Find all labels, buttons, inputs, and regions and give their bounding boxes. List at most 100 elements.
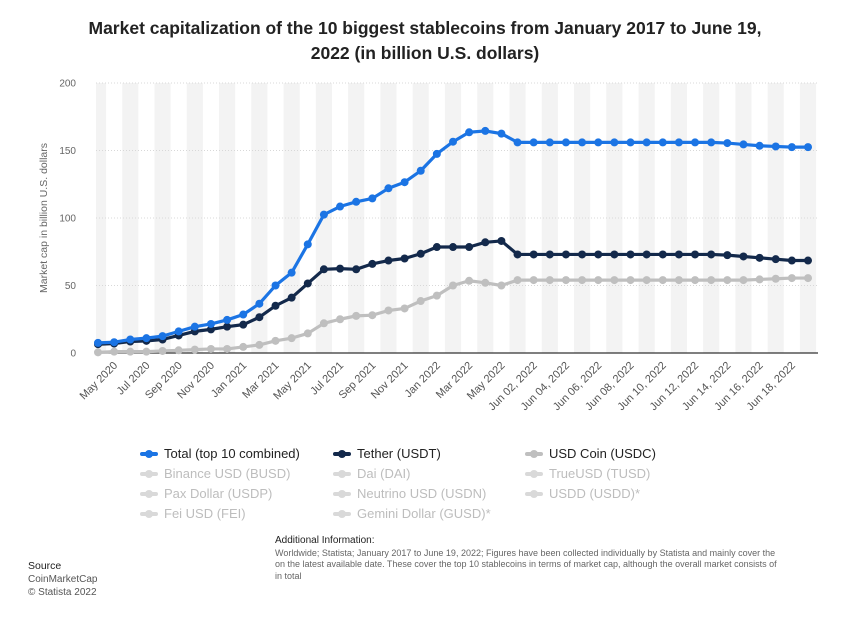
data-point[interactable] — [642, 276, 651, 285]
data-point[interactable] — [126, 347, 135, 356]
data-point[interactable] — [465, 276, 474, 285]
data-point[interactable] — [658, 250, 667, 259]
data-point[interactable] — [545, 138, 554, 147]
data-point[interactable] — [384, 306, 393, 315]
data-point[interactable] — [674, 138, 683, 147]
data-point[interactable] — [658, 276, 667, 285]
source-name[interactable]: CoinMarketCap — [28, 574, 98, 585]
data-point[interactable] — [529, 250, 538, 259]
data-point[interactable] — [319, 210, 328, 219]
data-point[interactable] — [432, 291, 441, 300]
data-point[interactable] — [319, 265, 328, 274]
data-point[interactable] — [174, 327, 183, 336]
data-point[interactable] — [142, 347, 151, 356]
data-point[interactable] — [287, 268, 296, 277]
data-point[interactable] — [513, 138, 522, 147]
data-point[interactable] — [206, 319, 215, 328]
data-point[interactable] — [174, 346, 183, 355]
data-point[interactable] — [352, 197, 361, 206]
data-point[interactable] — [400, 178, 409, 187]
data-point[interactable] — [610, 250, 619, 259]
data-point[interactable] — [416, 297, 425, 306]
data-point[interactable] — [804, 274, 812, 283]
data-point[interactable] — [787, 274, 796, 283]
data-point[interactable] — [755, 253, 764, 262]
data-point[interactable] — [190, 322, 199, 331]
data-point[interactable] — [384, 184, 393, 193]
data-point[interactable] — [368, 194, 377, 203]
data-point[interactable] — [319, 319, 328, 328]
data-point[interactable] — [545, 276, 554, 285]
data-point[interactable] — [497, 281, 506, 290]
data-point[interactable] — [239, 342, 248, 351]
data-point[interactable] — [561, 138, 570, 147]
data-point[interactable] — [449, 137, 457, 146]
data-point[interactable] — [110, 347, 119, 356]
data-point[interactable] — [271, 336, 280, 345]
data-point[interactable] — [352, 311, 361, 320]
data-point[interactable] — [497, 236, 506, 245]
data-point[interactable] — [287, 293, 296, 302]
data-point[interactable] — [400, 254, 409, 263]
data-point[interactable] — [723, 251, 732, 260]
data-point[interactable] — [561, 276, 570, 285]
data-point[interactable] — [142, 334, 151, 343]
data-point[interactable] — [465, 243, 474, 252]
data-point[interactable] — [384, 256, 393, 265]
data-point[interactable] — [755, 141, 764, 150]
data-point[interactable] — [771, 274, 780, 283]
data-point[interactable] — [723, 276, 732, 285]
data-point[interactable] — [400, 304, 409, 313]
data-point[interactable] — [94, 348, 102, 357]
data-point[interactable] — [610, 138, 619, 147]
data-point[interactable] — [578, 276, 587, 285]
data-point[interactable] — [545, 250, 554, 259]
data-point[interactable] — [658, 138, 667, 147]
data-point[interactable] — [126, 335, 135, 344]
data-point[interactable] — [239, 310, 248, 319]
data-point[interactable] — [642, 138, 651, 147]
data-point[interactable] — [674, 250, 683, 259]
data-point[interactable] — [287, 334, 296, 343]
data-point[interactable] — [787, 143, 796, 152]
data-point[interactable] — [739, 140, 748, 149]
data-point[interactable] — [626, 250, 635, 259]
data-point[interactable] — [513, 276, 522, 285]
data-point[interactable] — [674, 276, 683, 285]
data-point[interactable] — [239, 320, 248, 329]
data-point[interactable] — [336, 202, 345, 211]
data-point[interactable] — [529, 276, 538, 285]
data-point[interactable] — [110, 338, 119, 347]
data-point[interactable] — [723, 139, 732, 148]
data-point[interactable] — [755, 275, 764, 284]
data-point[interactable] — [561, 250, 570, 259]
data-point[interactable] — [465, 128, 474, 137]
data-point[interactable] — [691, 250, 700, 259]
data-point[interactable] — [223, 322, 232, 331]
data-point[interactable] — [368, 259, 377, 268]
data-point[interactable] — [303, 240, 312, 249]
data-point[interactable] — [626, 138, 635, 147]
data-point[interactable] — [578, 138, 587, 147]
data-point[interactable] — [352, 265, 361, 274]
data-point[interactable] — [481, 126, 490, 135]
data-point[interactable] — [594, 250, 603, 259]
data-point[interactable] — [416, 249, 425, 258]
data-point[interactable] — [578, 250, 587, 259]
data-point[interactable] — [336, 264, 345, 273]
data-point[interactable] — [255, 340, 264, 349]
data-point[interactable] — [771, 142, 780, 151]
data-point[interactable] — [804, 256, 812, 265]
data-point[interactable] — [255, 313, 264, 322]
data-point[interactable] — [158, 332, 167, 341]
data-point[interactable] — [513, 250, 522, 259]
data-point[interactable] — [707, 276, 716, 285]
data-point[interactable] — [223, 315, 232, 324]
data-point[interactable] — [432, 243, 441, 252]
data-point[interactable] — [94, 338, 102, 347]
data-point[interactable] — [739, 252, 748, 261]
data-point[interactable] — [481, 278, 490, 287]
data-point[interactable] — [707, 138, 716, 147]
data-point[interactable] — [529, 138, 538, 147]
data-point[interactable] — [691, 138, 700, 147]
